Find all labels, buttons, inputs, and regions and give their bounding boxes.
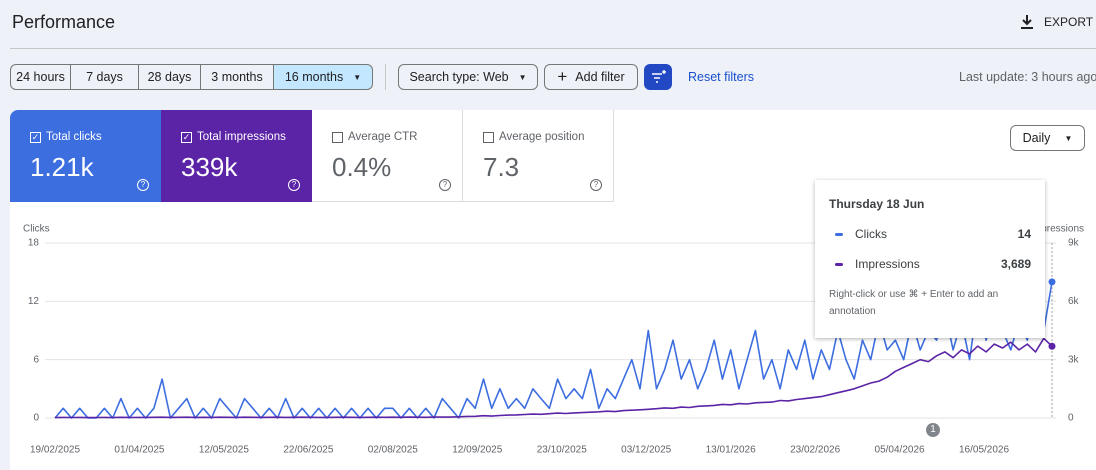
y-tick-label: 12 <box>28 296 40 307</box>
x-tick-label: 22/06/2025 <box>283 445 333 456</box>
search-type-label: Search type: Web <box>409 70 509 84</box>
range-label: 7 days <box>86 70 123 84</box>
x-tick-label: 12/09/2025 <box>452 445 502 456</box>
checkbox: ✓ <box>181 131 192 143</box>
x-tick-label: 13/01/2026 <box>706 445 756 456</box>
x-tick-label: 05/04/2026 <box>875 445 925 456</box>
reset-filters[interactable]: Reset filters <box>688 70 754 84</box>
metric-label: Average CTR <box>332 131 417 143</box>
y-tick-label: 6 <box>33 354 39 365</box>
metric-label: ✓ Total impressions <box>181 131 286 143</box>
tooltip-row-value: 14 <box>1017 227 1031 241</box>
series-line <box>54 337 1053 419</box>
separator <box>385 64 386 90</box>
range-label: 24 hours <box>16 70 65 84</box>
y2-axis-title: Impressions <box>1030 224 1084 235</box>
metric-label-text: Total impressions <box>197 131 286 143</box>
help-icon: ? <box>439 179 451 191</box>
y-axis-title: Clicks <box>23 224 50 235</box>
checkbox <box>332 131 343 143</box>
granularity-label: Daily <box>1022 131 1051 145</box>
range-button[interactable]: 16 months ▼ <box>273 64 373 90</box>
metric-value: 7.3 <box>483 152 520 182</box>
tooltip-note: Right-click or use ⌘ + Enter to add an a… <box>829 289 999 317</box>
metric-label: ✓ Total clicks <box>30 131 102 143</box>
x-tick-label: 12/05/2025 <box>199 445 249 456</box>
hover-dot <box>1048 278 1056 286</box>
filter-icon-button[interactable] <box>644 64 672 90</box>
metric-label: Average position <box>483 131 584 143</box>
x-tick-label: 01/04/2025 <box>114 445 164 456</box>
help-icon: ? <box>137 179 149 191</box>
x-tick-label: 23/02/2026 <box>790 445 840 456</box>
range-label: 16 months <box>284 70 344 84</box>
add-filter-label: Add filter <box>575 70 625 84</box>
add-filter-button[interactable]: + Add filter <box>544 64 638 90</box>
checkbox: ✓ <box>30 131 41 143</box>
export-label: EXPORT <box>1044 15 1094 29</box>
y2-tick-label: 9k <box>1068 238 1080 249</box>
search-type-button[interactable]: Search type: Web ▼ <box>398 64 538 90</box>
metric-label-text: Average position <box>499 131 585 143</box>
metric-value: 0.4% <box>332 152 392 182</box>
tooltip-row-value: 3,689 <box>1000 257 1031 271</box>
metric-label-text: Total clicks <box>46 131 102 143</box>
x-tick-label: 02/08/2025 <box>368 445 418 456</box>
checkbox <box>483 131 494 143</box>
y2-tick-label: 3k <box>1068 354 1080 365</box>
y-tick-label: 18 <box>28 238 40 249</box>
metric-value: 339k <box>181 152 238 182</box>
range-label: 28 days <box>147 70 192 84</box>
metric-card[interactable]: Average CTR 0.4%? <box>312 110 463 202</box>
range-label: 3 months <box>211 70 263 84</box>
range-button[interactable]: 28 days <box>138 64 201 90</box>
y2-tick-label: 0 <box>1068 413 1074 424</box>
x-tick-label: 19/02/2025 <box>30 445 80 456</box>
page-title: Performance <box>12 12 116 32</box>
export-button[interactable]: EXPORT <box>1020 14 1093 30</box>
metric-card[interactable]: Average position 7.3? <box>463 110 614 202</box>
last-update: Last update: 3 hours ago <box>959 70 1096 84</box>
series-line <box>54 281 1053 419</box>
metric-value: 1.21k <box>30 152 94 182</box>
y-tick-label: 0 <box>33 413 39 424</box>
y2-tick-label: 6k <box>1068 296 1080 307</box>
x-tick-label: 16/05/2026 <box>959 445 1009 456</box>
hover-dot <box>1048 342 1056 350</box>
granularity-dropdown[interactable]: Daily ▼ <box>1010 125 1085 151</box>
divider <box>10 48 1096 49</box>
tooltip-title: Thursday 18 Jun <box>829 197 925 211</box>
tooltip: Thursday 18 Jun Clicks 14 Impressions 3,689… <box>815 180 1045 338</box>
x-tick-label: 23/10/2025 <box>537 445 587 456</box>
tooltip-row-name: Impressions <box>855 257 920 271</box>
metric-card[interactable]: ✓ Total clicks 1.21k? <box>10 110 161 202</box>
range-button[interactable]: 3 months <box>200 64 274 90</box>
help-icon: ? <box>288 179 300 191</box>
legend-swatch <box>835 233 843 236</box>
annotation-marker[interactable]: 1 <box>926 423 940 437</box>
x-tick-label: 03/12/2025 <box>621 445 671 456</box>
export-icon <box>1021 15 1033 29</box>
legend-swatch <box>835 263 843 266</box>
tooltip-row-name: Clicks <box>855 227 887 241</box>
help-icon: ? <box>590 179 602 191</box>
metric-label-text: Average CTR <box>348 131 418 143</box>
range-button[interactable]: 7 days <box>70 64 139 90</box>
metric-card[interactable]: ✓ Total impressions 339k? <box>161 110 312 202</box>
dropdown-arrow: ▼ <box>353 72 362 82</box>
